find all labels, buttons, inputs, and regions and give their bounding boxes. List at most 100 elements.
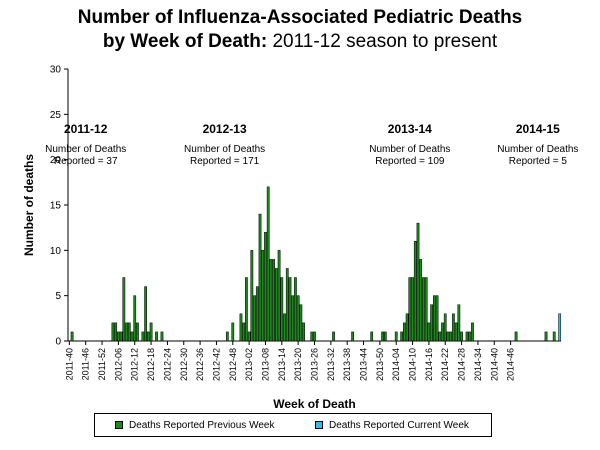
bar-previous-week bbox=[250, 250, 254, 342]
bar-previous-week bbox=[394, 331, 398, 342]
bar-current-week bbox=[558, 313, 562, 342]
bar-previous-week bbox=[117, 331, 120, 342]
x-tick-label: 2014-28 bbox=[457, 348, 467, 381]
bar-previous-week bbox=[427, 322, 431, 342]
x-tick-label: 2012-24 bbox=[162, 348, 172, 381]
season-label: 2013-14 bbox=[388, 122, 432, 136]
bar-previous-week bbox=[149, 322, 153, 342]
bar-previous-week bbox=[419, 259, 423, 342]
bar-previous-week bbox=[146, 331, 150, 342]
season-label: 2012-13 bbox=[203, 122, 247, 136]
x-tick-label: 2013-44 bbox=[359, 348, 369, 381]
bar-previous-week bbox=[430, 304, 433, 342]
x-tick-label: 2011-46 bbox=[81, 348, 91, 380]
title-line-1: Number of Influenza-Associated Pediatric… bbox=[77, 7, 523, 28]
bar-previous-week bbox=[239, 313, 243, 342]
bar-previous-week bbox=[416, 222, 420, 342]
y-tick-label: 20 bbox=[50, 155, 62, 166]
x-tick-label: 2012-18 bbox=[146, 348, 156, 381]
bar-previous-week bbox=[432, 295, 436, 342]
annotation-line-2: Reported = 37 bbox=[54, 156, 118, 167]
bar-previous-week bbox=[245, 277, 248, 342]
bar-previous-week bbox=[114, 322, 118, 342]
annotation-line-1: Number of Deaths bbox=[184, 144, 265, 155]
annotation-line-2: Reported = 109 bbox=[375, 156, 445, 167]
legend-swatch-current bbox=[315, 421, 323, 429]
bar-previous-week bbox=[130, 331, 134, 342]
bar-previous-week bbox=[70, 331, 74, 342]
x-tick-label: 2014-10 bbox=[408, 348, 418, 381]
bar-previous-week bbox=[291, 295, 295, 342]
bar-previous-week bbox=[264, 231, 267, 342]
bar-previous-week bbox=[405, 313, 409, 342]
annotation-line-1: Number of Deaths bbox=[45, 144, 126, 155]
x-tick-label: 2012-12 bbox=[130, 348, 140, 381]
x-tick-label: 2013-20 bbox=[293, 348, 303, 381]
x-tick-label: 2012-30 bbox=[179, 348, 189, 381]
bar-previous-week bbox=[552, 331, 556, 342]
annotation-line-1: Number of Deaths bbox=[369, 144, 450, 155]
annotation-line-1: Number of Deaths bbox=[497, 144, 578, 155]
bar-previous-week bbox=[383, 331, 387, 342]
x-tick-label: 2012-36 bbox=[195, 348, 205, 381]
y-tick-label: 10 bbox=[50, 246, 62, 257]
y-tick-label: 0 bbox=[55, 337, 61, 348]
bar-previous-week bbox=[460, 331, 463, 342]
bar-previous-week bbox=[266, 186, 270, 342]
annotation-line-2: Reported = 5 bbox=[509, 156, 568, 167]
x-tick-label: 2012-48 bbox=[228, 348, 238, 381]
season-label: 2014-15 bbox=[516, 122, 560, 136]
bar-previous-week bbox=[468, 331, 472, 342]
bar-previous-week bbox=[231, 322, 235, 342]
x-tick-label: 2013-08 bbox=[260, 348, 270, 381]
x-tick-label: 2013-38 bbox=[342, 348, 352, 381]
bar-previous-week bbox=[408, 277, 412, 342]
bar-previous-week bbox=[294, 277, 297, 342]
x-tick-label: 2014-34 bbox=[473, 348, 483, 381]
y-tick-label: 5 bbox=[55, 291, 61, 302]
bar-previous-week bbox=[424, 277, 428, 342]
legend: Deaths Reported Previous Week Deaths Rep… bbox=[94, 413, 492, 437]
x-tick-label: 2012-06 bbox=[113, 348, 123, 381]
bar-previous-week bbox=[441, 322, 444, 342]
y-tick-label: 25 bbox=[50, 110, 62, 121]
bar-previous-week bbox=[422, 277, 425, 342]
bar-previous-week bbox=[370, 331, 374, 342]
bar-previous-week bbox=[313, 331, 316, 342]
bar-previous-week bbox=[127, 322, 131, 342]
bar-previous-week bbox=[155, 331, 158, 342]
bar-previous-week bbox=[141, 331, 145, 342]
x-tick-label: 2012-42 bbox=[211, 348, 221, 381]
x-axis-title: Week of Death bbox=[273, 397, 355, 411]
bar-previous-week bbox=[111, 322, 115, 342]
bar-previous-week bbox=[457, 304, 461, 342]
bar-previous-week bbox=[283, 313, 286, 342]
bar-previous-week bbox=[122, 277, 126, 342]
bar-previous-week bbox=[247, 331, 251, 342]
chart-title: Number of Influenza-Associated Pediatric… bbox=[0, 6, 600, 54]
x-tick-label: 2013-32 bbox=[326, 348, 336, 381]
legend-swatch-previous bbox=[115, 421, 123, 429]
bar-previous-week bbox=[449, 331, 453, 342]
bar-previous-week bbox=[332, 331, 335, 342]
x-tick-label: 2014-16 bbox=[424, 348, 434, 381]
x-tick-label: 2011-40 bbox=[64, 348, 74, 380]
x-tick-label: 2014-22 bbox=[440, 348, 450, 381]
bar-previous-week bbox=[272, 259, 276, 342]
bar-previous-week bbox=[261, 250, 265, 342]
bar-previous-week bbox=[351, 331, 354, 342]
bar-previous-week bbox=[302, 322, 305, 342]
x-tick-label: 2013-50 bbox=[375, 348, 385, 381]
title-line-2-bold: by Week of Death: bbox=[102, 31, 268, 52]
annotation-line-2: Reported = 171 bbox=[190, 156, 260, 167]
bar-previous-week bbox=[275, 268, 278, 342]
bar-previous-week bbox=[310, 331, 314, 342]
x-tick-label: 2014-04 bbox=[391, 348, 401, 381]
bar-previous-week bbox=[144, 286, 147, 342]
bar-previous-week bbox=[299, 304, 303, 342]
bar-previous-week bbox=[435, 295, 439, 342]
bar-previous-week bbox=[446, 331, 450, 342]
bar-previous-week bbox=[514, 331, 518, 342]
x-tick-label: 2013-14 bbox=[277, 348, 287, 381]
